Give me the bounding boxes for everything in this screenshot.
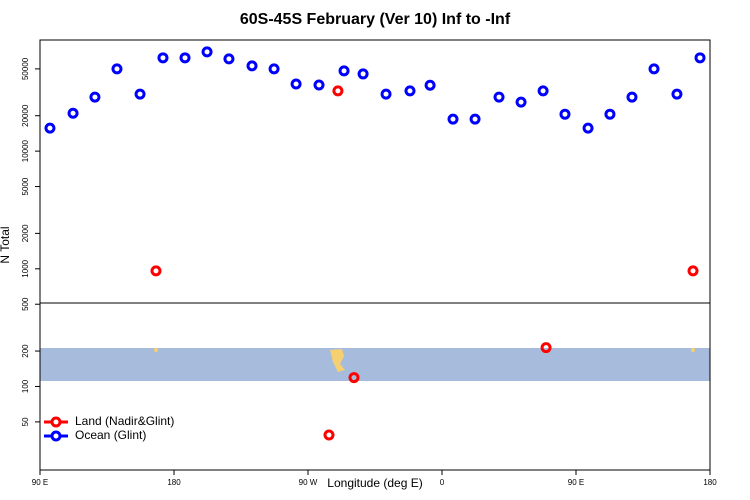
data-point xyxy=(424,79,436,91)
legend-marker xyxy=(50,416,62,428)
data-point xyxy=(694,52,706,64)
x-axis-label: Longitude (deg E) xyxy=(327,476,422,490)
land-patch xyxy=(154,348,158,352)
x-tick-label: 90 E xyxy=(32,478,48,487)
data-point xyxy=(332,85,344,97)
data-point xyxy=(134,88,146,100)
data-point xyxy=(201,46,213,58)
data-point xyxy=(648,63,660,75)
data-point xyxy=(493,91,505,103)
data-point xyxy=(380,88,392,100)
data-point xyxy=(89,91,101,103)
data-point xyxy=(246,60,258,72)
data-point xyxy=(338,65,350,77)
data-point xyxy=(111,63,123,75)
data-point xyxy=(157,52,169,64)
map-strip xyxy=(40,348,710,381)
data-point xyxy=(348,372,360,384)
x-tick-label: 0 xyxy=(440,478,445,487)
data-point xyxy=(559,108,571,120)
data-point xyxy=(469,113,481,125)
x-tick-label: 180 xyxy=(167,478,181,487)
data-point xyxy=(223,53,235,65)
y-tick-label: 100 xyxy=(21,379,30,393)
y-tick-label: 500 xyxy=(21,297,30,311)
data-point xyxy=(447,113,459,125)
data-point xyxy=(687,265,699,277)
data-point xyxy=(268,63,280,75)
data-point xyxy=(537,85,549,97)
x-tick-label: 90 W xyxy=(299,478,318,487)
data-point xyxy=(582,122,594,134)
legend-marker xyxy=(50,430,62,442)
y-tick-label: 10000 xyxy=(21,139,30,162)
y-axis-label: N Total xyxy=(0,226,12,263)
data-point xyxy=(671,88,683,100)
data-point xyxy=(323,429,335,441)
legend-label: Land (Nadir&Glint) xyxy=(75,414,174,428)
y-tick-label: 200 xyxy=(21,344,30,358)
y-tick-label: 1000 xyxy=(21,259,30,277)
chart-title: 60S-45S February (Ver 10) Inf to -Inf xyxy=(240,11,511,28)
data-point xyxy=(179,52,191,64)
data-point xyxy=(44,122,56,134)
data-point xyxy=(626,91,638,103)
data-point xyxy=(150,265,162,277)
land-patch xyxy=(691,348,695,352)
plot-frame xyxy=(39,39,711,471)
data-point xyxy=(404,85,416,97)
y-tick-label: 2000 xyxy=(21,224,30,242)
land-patch xyxy=(330,349,345,372)
data-point xyxy=(290,78,302,90)
data-point xyxy=(67,107,79,119)
y-tick-label: 50 xyxy=(21,417,30,426)
y-tick-label: 20000 xyxy=(21,104,30,127)
y-tick-label: 5000 xyxy=(21,177,30,195)
data-point xyxy=(357,68,369,80)
data-point xyxy=(515,96,527,108)
data-point xyxy=(604,108,616,120)
x-tick-label: 180 xyxy=(703,478,717,487)
x-tick-label: 90 E xyxy=(568,478,584,487)
data-point xyxy=(313,79,325,91)
y-tick-label: 50000 xyxy=(21,57,30,80)
data-point xyxy=(540,342,552,354)
legend-label: Ocean (Glint) xyxy=(75,428,146,442)
